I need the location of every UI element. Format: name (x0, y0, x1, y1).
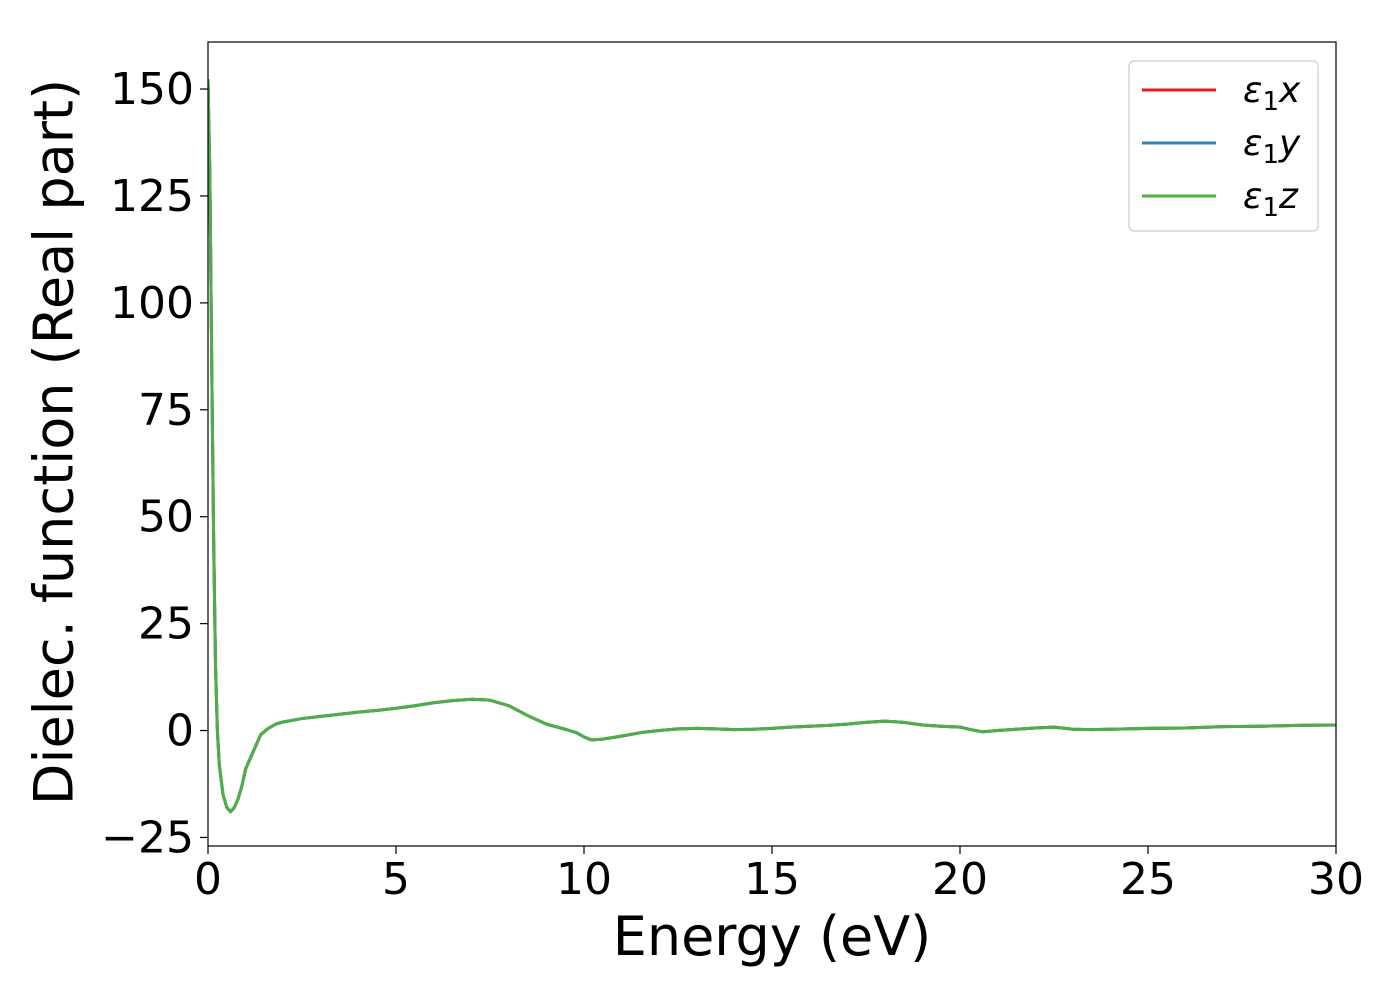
x-tick-label: 25 (1120, 854, 1176, 905)
x-axis-title: Energy (eV) (613, 905, 932, 968)
y-tick-label: 100 (110, 278, 194, 329)
legend: ε1x ε1y ε1z (1128, 60, 1319, 232)
x-tick-label: 30 (1308, 854, 1364, 905)
series-layer (208, 78, 1336, 814)
series-line-z (208, 78, 1336, 814)
x-tick-label: 10 (556, 854, 612, 905)
legend-label-z: ε1z (1243, 176, 1299, 223)
x-tick-label: 0 (194, 854, 222, 905)
y-tick-label: 75 (138, 385, 194, 436)
x-tick-label: 20 (932, 854, 988, 905)
legend-label-y: ε1y (1243, 123, 1301, 170)
y-axis: −25 0 25 50 75 100 125 150 (101, 64, 208, 863)
x-axis: 0 5 10 15 20 25 30 (194, 846, 1364, 905)
y-tick-label: 25 (138, 599, 194, 650)
x-tick-label: 15 (744, 854, 800, 905)
y-tick-label: 150 (110, 64, 194, 115)
legend-label-x: ε1x (1243, 70, 1301, 117)
legend-items: ε1x ε1y ε1z (1142, 70, 1301, 223)
legend-box (1128, 60, 1319, 232)
y-tick-label: −25 (101, 812, 194, 863)
y-tick-label: 50 (138, 492, 194, 543)
y-tick-label: 0 (166, 706, 194, 757)
y-tick-label: 125 (110, 171, 194, 222)
x-tick-label: 5 (382, 854, 410, 905)
y-axis-title: Dielec. function (Real part) (23, 79, 86, 805)
